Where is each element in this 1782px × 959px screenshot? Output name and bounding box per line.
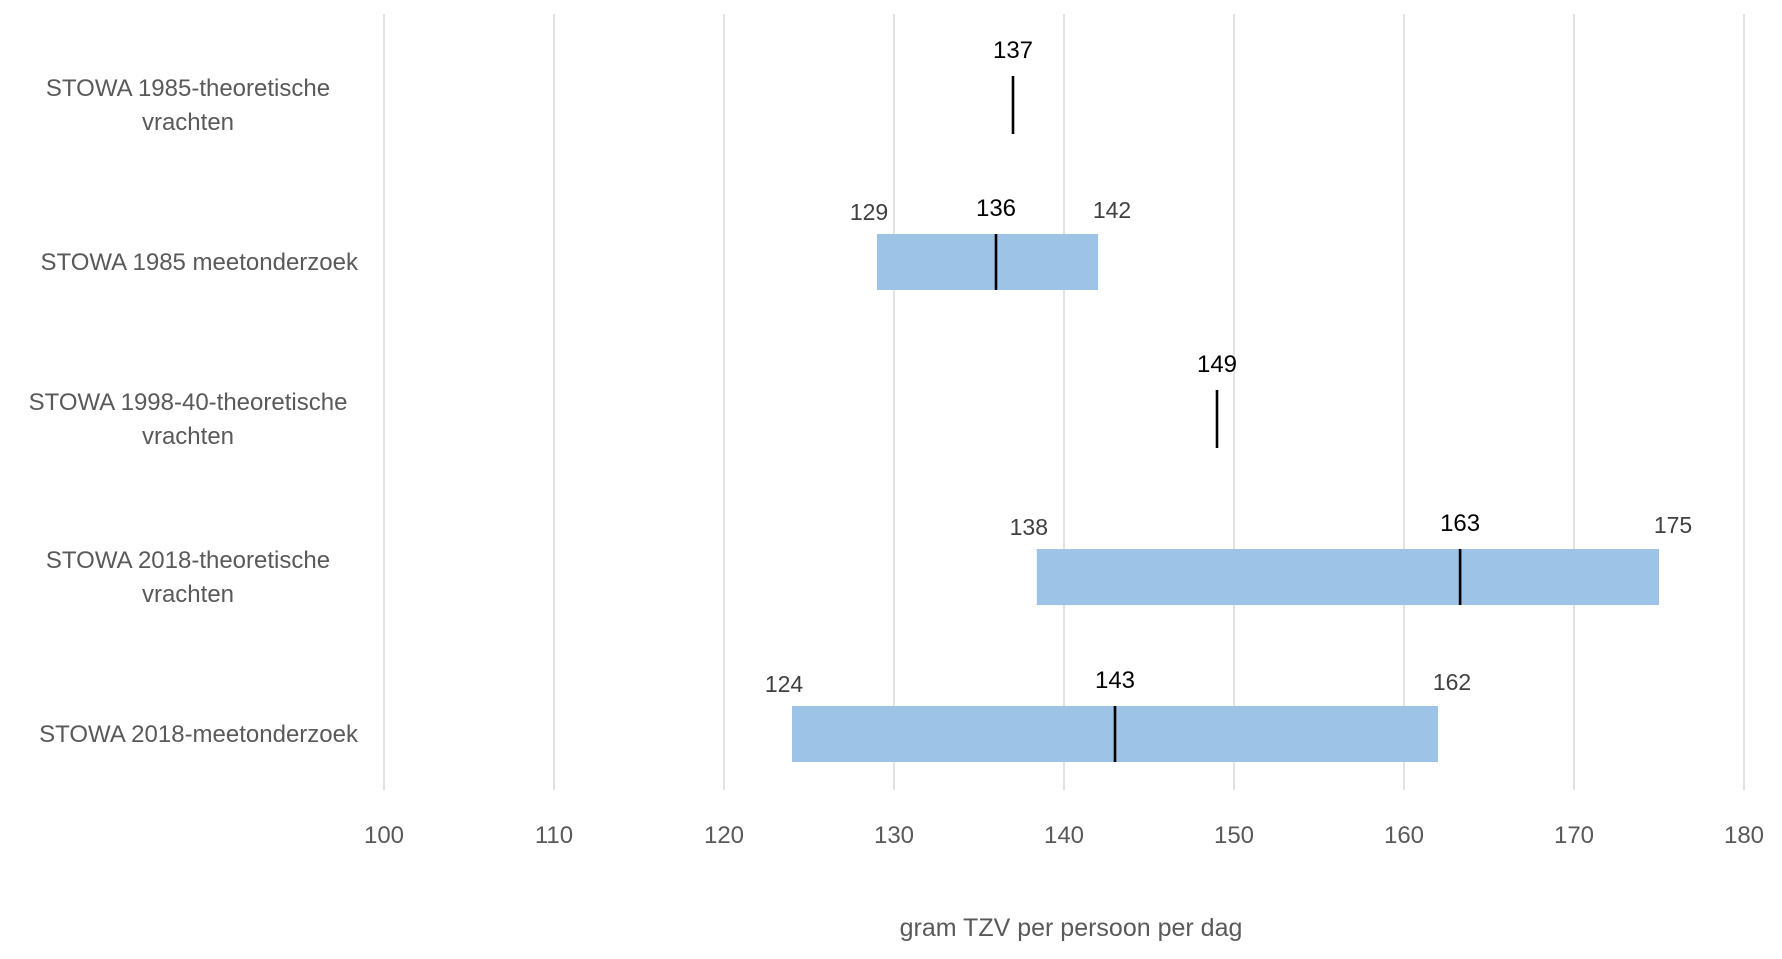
value-label-mid: 137 bbox=[993, 37, 1033, 64]
x-tick-label: 130 bbox=[874, 822, 914, 849]
category-label: STOWA 1985-theoretische bbox=[46, 75, 330, 102]
value-label-high: 162 bbox=[1433, 669, 1471, 695]
value-label-low: 129 bbox=[850, 199, 888, 225]
value-label-low: 138 bbox=[1010, 514, 1048, 540]
x-tick-label: 140 bbox=[1044, 822, 1084, 849]
x-tick-label: 160 bbox=[1384, 822, 1424, 849]
x-tick-label: 100 bbox=[364, 822, 404, 849]
category-labels: STOWA 1985-theoretische vrachten STOWA 198… bbox=[29, 75, 359, 748]
category-label: STOWA 1985 meetonderzoek bbox=[40, 249, 359, 276]
gridlines bbox=[383, 14, 1745, 790]
range-bars bbox=[792, 76, 1659, 762]
x-tick-label: 120 bbox=[704, 822, 744, 849]
value-label-low: 124 bbox=[765, 671, 804, 697]
category-label: STOWA 2018-theoretische bbox=[46, 547, 330, 574]
x-tick-labels: 100 110 120 130 140 150 160 170 180 bbox=[364, 822, 1764, 849]
category-label: vrachten bbox=[142, 581, 234, 608]
range-bar bbox=[1036, 549, 1659, 605]
value-label-mid: 163 bbox=[1440, 510, 1480, 537]
category-label: STOWA 1998-40-theoretische bbox=[29, 389, 348, 416]
value-label-mid: 143 bbox=[1095, 667, 1135, 694]
value-label-high: 175 bbox=[1654, 512, 1692, 538]
value-label-mid: 149 bbox=[1197, 351, 1237, 378]
range-bar bbox=[877, 234, 1098, 290]
x-tick-label: 110 bbox=[535, 822, 573, 849]
category-label: vrachten bbox=[142, 423, 234, 450]
category-label: vrachten bbox=[142, 109, 234, 136]
x-tick-label: 150 bbox=[1214, 822, 1254, 849]
category-label: STOWA 2018-meetonderzoek bbox=[39, 721, 359, 748]
x-tick-label: 180 bbox=[1724, 822, 1764, 849]
value-label-mid: 136 bbox=[976, 195, 1016, 222]
value-label-high: 142 bbox=[1093, 197, 1131, 223]
x-tick-label: 170 bbox=[1554, 822, 1594, 849]
value-labels: 137 129 136 142 149 138 163 175 124 143 162 bbox=[765, 37, 1692, 697]
x-axis-title: gram TZV per persoon per dag bbox=[900, 914, 1243, 942]
